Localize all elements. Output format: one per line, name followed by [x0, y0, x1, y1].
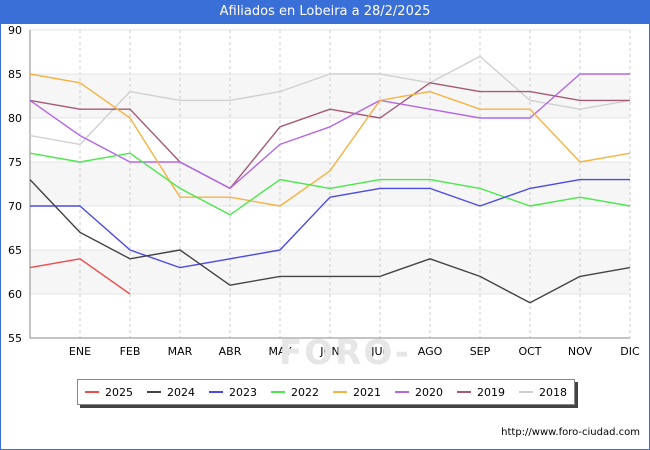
legend-swatch	[271, 391, 285, 393]
series-line-2021	[29, 73, 631, 207]
y-tick-label: 90	[8, 24, 22, 37]
chart-title: Afiliados en Lobeira a 28/2/2025	[0, 0, 650, 24]
series-line-2020	[29, 73, 630, 190]
x-tick-label: OCT	[518, 345, 541, 358]
series-line-2022	[29, 152, 631, 216]
legend-label: 2025	[105, 385, 133, 399]
series-line-2019	[29, 82, 630, 190]
y-tick-label: 55	[8, 332, 22, 345]
y-tick-label: 70	[8, 200, 22, 213]
legend-label: 2021	[353, 385, 381, 399]
legend-swatch	[457, 391, 471, 393]
series-line-2023	[30, 178, 630, 269]
y-tick-label: 85	[8, 68, 22, 81]
chart-legend: 2025 2024 2023 2022 2021 2020 2019 2018	[77, 379, 575, 405]
x-tick-label: JUN	[319, 345, 340, 358]
legend-item-2023: 2023	[209, 386, 257, 399]
x-tick-label: MAY	[269, 345, 292, 358]
legend-swatch	[209, 391, 223, 393]
legend-item-2020: 2020	[395, 386, 443, 399]
series-line-2018	[29, 55, 631, 146]
legend-swatch	[519, 391, 533, 393]
source-url: http://www.foro-ciudad.com	[501, 427, 640, 438]
legend-item-2021: 2021	[333, 386, 381, 399]
legend-label: 2018	[539, 385, 567, 399]
y-tick-label: 60	[8, 288, 22, 301]
legend-item-2022: 2022	[271, 386, 319, 399]
x-tick-label: ENE	[69, 345, 91, 358]
legend-item-2019: 2019	[457, 386, 505, 399]
legend-item-2018: 2018	[519, 386, 567, 399]
x-tick-label: AGO	[418, 345, 443, 358]
legend-label: 2024	[167, 385, 195, 399]
legend-item-2025: 2025	[85, 386, 133, 399]
legend-swatch	[85, 391, 99, 393]
x-tick-label: ABR	[219, 345, 242, 358]
legend-swatch	[395, 391, 409, 393]
y-tick-label: 65	[8, 244, 22, 257]
x-tick-label: FEB	[120, 345, 141, 358]
legend-label: 2020	[415, 385, 443, 399]
legend-label: 2019	[477, 385, 505, 399]
x-tick-label: DIC	[620, 345, 640, 358]
x-tick-label: SEP	[470, 345, 491, 358]
x-tick-label: JUL	[370, 345, 389, 358]
y-tick-label: 80	[8, 112, 22, 125]
series-line-2024	[29, 179, 631, 304]
legend-label: 2022	[291, 385, 319, 399]
x-tick-label: NOV	[568, 345, 593, 358]
y-tick-label: 75	[8, 156, 22, 169]
x-tick-label: MAR	[168, 345, 193, 358]
legend-swatch	[333, 391, 347, 393]
legend-label: 2023	[229, 385, 257, 399]
legend-swatch	[147, 391, 161, 393]
series-line-2025	[29, 258, 131, 295]
legend-item-2024: 2024	[147, 386, 195, 399]
